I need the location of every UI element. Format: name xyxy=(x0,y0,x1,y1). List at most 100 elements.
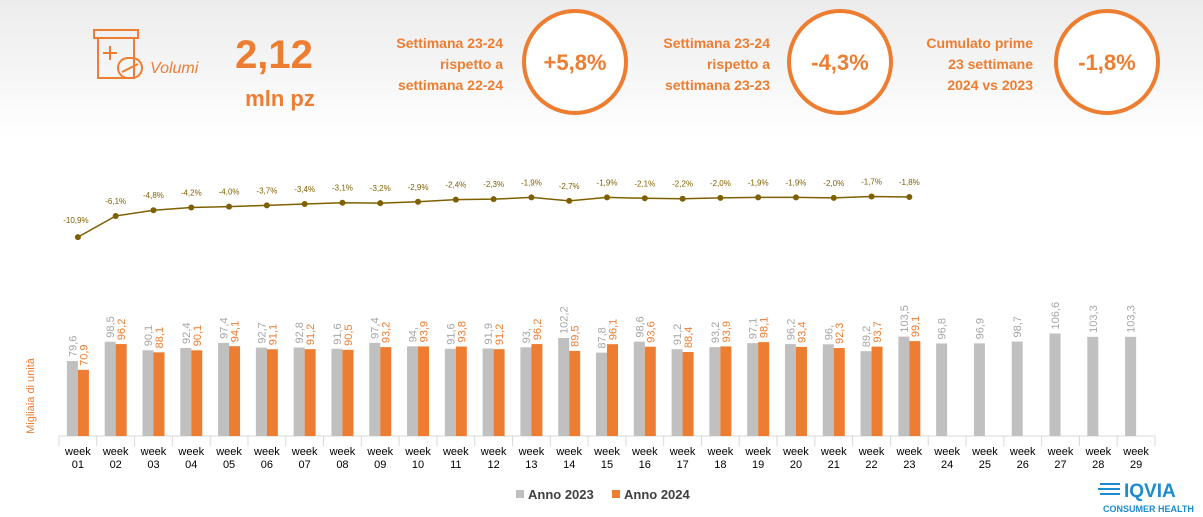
bar-value-label: 90,1 xyxy=(192,325,204,346)
line-value-label: -2,1% xyxy=(634,179,655,188)
bar-value-label: 94, xyxy=(408,327,420,342)
bar xyxy=(1011,341,1023,436)
line-marker xyxy=(755,194,762,201)
bar-value-label: 96,8 xyxy=(937,318,949,339)
bar xyxy=(822,344,834,436)
line-marker xyxy=(415,198,422,205)
bar xyxy=(407,346,419,436)
bar xyxy=(936,343,948,436)
bar xyxy=(747,343,759,436)
line-value-label: -2,7% xyxy=(559,182,580,191)
x-tick-label: week 28 xyxy=(1085,446,1112,471)
bar xyxy=(558,337,570,436)
bar-value-label: 93,9 xyxy=(721,321,733,342)
line-marker xyxy=(792,194,799,201)
x-tick-label: week 24 xyxy=(934,446,960,471)
x-tick-label: week 26 xyxy=(1009,446,1036,471)
x-tick-label: week 08 xyxy=(329,446,356,471)
bar xyxy=(142,350,154,436)
line-value-label: -2,3% xyxy=(483,180,504,189)
line-value-label: -2,9% xyxy=(408,183,429,192)
bar-value-label: 92,3 xyxy=(834,323,846,344)
bar xyxy=(418,346,430,436)
line-marker xyxy=(490,196,497,203)
line-marker xyxy=(452,196,459,203)
bar xyxy=(633,341,645,436)
kpi-value: -1,8% xyxy=(1078,50,1135,75)
bar xyxy=(1049,333,1061,436)
bar-value-label: 96,2 xyxy=(785,319,797,340)
bar xyxy=(682,352,694,436)
y-axis-label: Migliaia di unità xyxy=(25,357,37,434)
logo-name: IQVIA xyxy=(1124,481,1176,502)
bar xyxy=(482,348,494,436)
bar-value-label: 91,6 xyxy=(445,323,457,344)
kpi-text: rispetto a xyxy=(440,56,503,72)
bar-value-label: 93,2 xyxy=(381,322,393,343)
bar-value-label: 90,1 xyxy=(143,325,155,346)
bar xyxy=(342,349,354,436)
bar xyxy=(784,344,796,436)
bar-value-label: 96,2 xyxy=(116,319,128,340)
line-value-label: -3,4% xyxy=(294,185,315,194)
x-tick-label: week 03 xyxy=(140,446,167,471)
line-marker xyxy=(830,194,837,201)
bar xyxy=(218,342,230,436)
bar-value-label: 96,2 xyxy=(532,319,544,340)
bar xyxy=(569,350,581,436)
line-marker xyxy=(641,195,648,202)
line-marker xyxy=(263,202,270,209)
line-marker xyxy=(868,193,875,200)
line-marker xyxy=(74,234,81,241)
bar xyxy=(66,360,78,436)
bar-value-label: 91,2 xyxy=(672,324,684,345)
bar xyxy=(531,344,543,436)
legend-label: Anno 2024 xyxy=(624,487,691,502)
bar-value-label: 93,6 xyxy=(645,321,657,342)
x-tick-label: week 04 xyxy=(178,446,205,471)
bar xyxy=(153,352,165,436)
bar xyxy=(266,349,278,436)
bar xyxy=(909,341,921,436)
bar-value-label: 96, xyxy=(823,325,835,340)
kpi-text: settimana 23-23 xyxy=(665,77,770,93)
kpi-value: +5,8% xyxy=(544,50,607,75)
line-marker xyxy=(301,201,308,208)
line-value-label: -2,0% xyxy=(823,179,844,188)
kpi-text: Settimana 23-24 xyxy=(396,35,503,51)
volume-icon xyxy=(93,29,143,79)
bar xyxy=(104,341,116,436)
bar-value-label: 89,2 xyxy=(861,326,873,347)
line-value-label: -4,0% xyxy=(219,188,240,197)
line-value-label: -3,1% xyxy=(332,184,353,193)
bar xyxy=(369,342,381,436)
bar xyxy=(380,347,392,436)
logo: IQVIA CONSUMER HEALTH xyxy=(1098,481,1194,514)
legend-swatch xyxy=(516,490,524,498)
x-tick-label: week 22 xyxy=(858,446,885,471)
x-tick-label: week 14 xyxy=(556,446,583,471)
bar-value-label: 97,4 xyxy=(219,317,231,338)
bar xyxy=(304,349,316,436)
x-tick-label: week 07 xyxy=(291,446,318,471)
kpi-text: settimana 22-24 xyxy=(398,77,503,93)
bar-value-label: 91,2 xyxy=(494,324,506,345)
line-value-label: -3,7% xyxy=(256,186,277,195)
bar-value-label: 93,2 xyxy=(710,322,722,343)
legend-swatch xyxy=(612,490,620,498)
line-marker xyxy=(679,195,686,202)
bar-value-label: 106,6 xyxy=(1050,302,1062,330)
line-value-label: -1,7% xyxy=(861,178,882,187)
line-marker xyxy=(188,204,195,211)
bar xyxy=(1087,336,1099,436)
bar-value-label: 91,9 xyxy=(483,323,495,344)
bar xyxy=(255,347,267,436)
bar xyxy=(455,346,467,436)
kpi-text: Settimana 23-24 xyxy=(663,35,770,51)
line-value-label: -1,9% xyxy=(786,178,807,187)
x-tick-label: week 23 xyxy=(896,446,923,471)
metric-value: 2,12 xyxy=(235,33,313,77)
line-value-label: -10,9% xyxy=(63,216,88,225)
x-tick-label: week 09 xyxy=(367,446,394,471)
bar-value-label: 96,1 xyxy=(608,319,620,340)
